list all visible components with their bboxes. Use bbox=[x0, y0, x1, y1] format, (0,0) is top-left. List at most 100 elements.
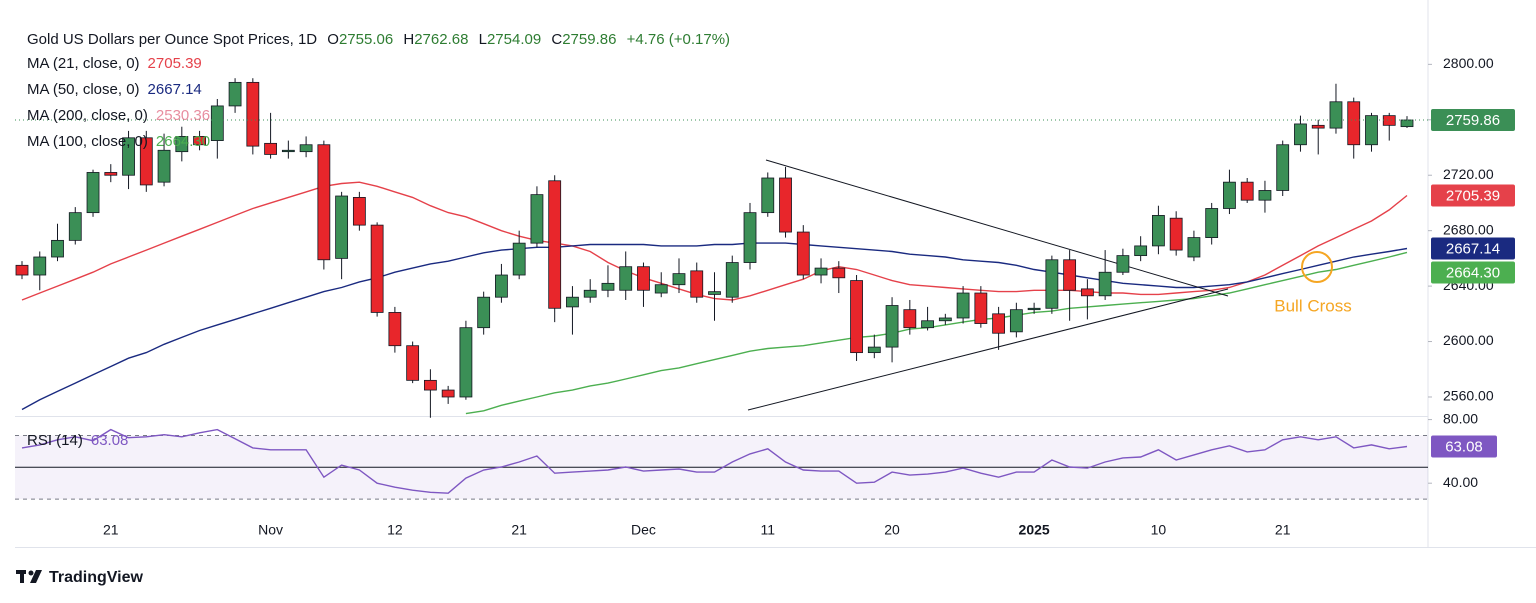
candle-body bbox=[423, 379, 437, 391]
rsi-pane: 40.00 80.00 63.08 RSI (14) 63.08 bbox=[15, 410, 1497, 500]
ma-line bbox=[465, 251, 1408, 415]
candle-body bbox=[1169, 217, 1183, 251]
y-tick-label: 2680.00 bbox=[1443, 221, 1494, 237]
legend-value: 2705.39 bbox=[148, 55, 202, 72]
logo-part bbox=[20, 570, 24, 583]
candle-body bbox=[1045, 259, 1059, 309]
candle-body bbox=[1329, 101, 1343, 129]
trend-line-upper bbox=[765, 159, 1229, 297]
candle-body bbox=[210, 105, 224, 141]
candle-body bbox=[1400, 119, 1414, 128]
price-tag-label: 2759.86 bbox=[1446, 112, 1500, 129]
y-tick-label: 2560.00 bbox=[1443, 388, 1494, 404]
price-tag bbox=[1431, 184, 1515, 207]
candle-body bbox=[850, 280, 863, 354]
candle-body bbox=[139, 137, 153, 186]
candle-body bbox=[1311, 124, 1325, 129]
logo-part bbox=[28, 570, 34, 576]
chart-title: Gold US Dollars per Ounce Spot Prices, 1… bbox=[27, 31, 317, 48]
legend-entry: MA (100, close, 0) 2664.30 bbox=[27, 133, 210, 150]
candle-body bbox=[104, 172, 118, 176]
candle-body bbox=[441, 389, 455, 398]
candle-body bbox=[992, 313, 1006, 334]
ohlc-value: 2759.86 bbox=[562, 31, 616, 48]
x-tick-label: 21 bbox=[103, 522, 119, 538]
x-tick-label: 20 bbox=[884, 522, 900, 538]
candle-body bbox=[33, 256, 47, 276]
candle-body bbox=[885, 305, 899, 348]
candle-body bbox=[1294, 123, 1307, 146]
price-tag-label: 2705.39 bbox=[1446, 187, 1500, 204]
candle-body bbox=[1027, 307, 1041, 311]
x-tick-label: Nov bbox=[258, 522, 283, 538]
candle-body bbox=[974, 292, 988, 324]
candle-body bbox=[51, 239, 64, 258]
candle-body bbox=[68, 212, 82, 241]
candle-body bbox=[246, 81, 260, 147]
rsi-tick-label: 40.00 bbox=[1443, 474, 1478, 490]
candle-body bbox=[352, 197, 366, 226]
price-tag bbox=[1431, 261, 1515, 284]
price-tag bbox=[1431, 108, 1515, 131]
trend-line-lower bbox=[747, 288, 1229, 411]
candle-body bbox=[1240, 181, 1254, 201]
legend-name: MA (50, close, 0) bbox=[27, 81, 140, 98]
candle-body bbox=[1116, 255, 1130, 273]
candle-body bbox=[548, 180, 562, 309]
y-tick-label: 2720.00 bbox=[1443, 166, 1494, 182]
candle-body bbox=[566, 296, 579, 308]
candle-body bbox=[903, 309, 917, 329]
candle-body bbox=[1134, 245, 1148, 257]
candle-body bbox=[708, 291, 721, 295]
x-tick-label: 21 bbox=[1275, 522, 1291, 538]
candle-body bbox=[1347, 101, 1361, 146]
rsi-tick-label: 80.00 bbox=[1443, 410, 1478, 426]
candle-body bbox=[86, 172, 100, 214]
price-tag bbox=[1431, 237, 1515, 260]
candle-body bbox=[299, 144, 313, 153]
candle-body bbox=[122, 137, 135, 176]
rsi-tag-label: 63.08 bbox=[1445, 438, 1483, 455]
candle-body bbox=[193, 136, 206, 146]
ohlc-label: O bbox=[327, 31, 339, 48]
candle-body bbox=[1382, 115, 1396, 126]
candle-body bbox=[956, 292, 970, 319]
ohlc-value: 2755.06 bbox=[339, 31, 393, 48]
ohlc-label: C bbox=[551, 31, 562, 48]
candle-body bbox=[1098, 271, 1112, 297]
legend-value: 2530.36 bbox=[156, 107, 210, 124]
x-tick-label: 12 bbox=[387, 522, 403, 538]
change: +4.76 (+0.17%) bbox=[627, 31, 730, 48]
rsi-legend: RSI (14) 63.08 bbox=[27, 432, 128, 449]
candle-body bbox=[317, 144, 331, 261]
candle-body bbox=[619, 266, 633, 291]
legend-name: MA (200, close, 0) bbox=[27, 107, 148, 124]
bull-cross-marker bbox=[1301, 251, 1333, 283]
logo-part bbox=[30, 570, 42, 583]
candle-body bbox=[761, 177, 775, 214]
candle-body bbox=[921, 320, 934, 329]
legend: MA (21, close, 0) 2705.39 MA (50, close, 0… bbox=[27, 55, 210, 150]
candle-body bbox=[1365, 115, 1378, 146]
candle-body bbox=[814, 267, 828, 276]
ohlc-label: H bbox=[403, 31, 414, 48]
candle-body bbox=[1080, 288, 1094, 297]
candle-body bbox=[796, 231, 810, 276]
x-tick-label: 21 bbox=[511, 522, 527, 538]
candle-body bbox=[530, 194, 544, 244]
candle-body bbox=[637, 266, 650, 291]
candle-body bbox=[832, 267, 846, 279]
x-tick-label: 10 bbox=[1151, 522, 1167, 538]
header: Gold US Dollars per Ounce Spot Prices, 1… bbox=[27, 31, 730, 48]
candle-body bbox=[690, 270, 704, 298]
candle-body bbox=[1152, 215, 1165, 247]
legend-entry: MA (50, close, 0) 2667.14 bbox=[27, 81, 202, 98]
legend-entry: MA (200, close, 0) 2530.36 bbox=[27, 107, 210, 124]
y-tick-label: 2600.00 bbox=[1443, 332, 1494, 348]
legend-value: 63.08 bbox=[91, 432, 129, 449]
candle-body bbox=[335, 195, 349, 259]
candle-body bbox=[1009, 309, 1023, 333]
candle-body bbox=[281, 149, 295, 153]
candle-body bbox=[654, 284, 668, 294]
ohlc-label: L bbox=[479, 31, 487, 48]
